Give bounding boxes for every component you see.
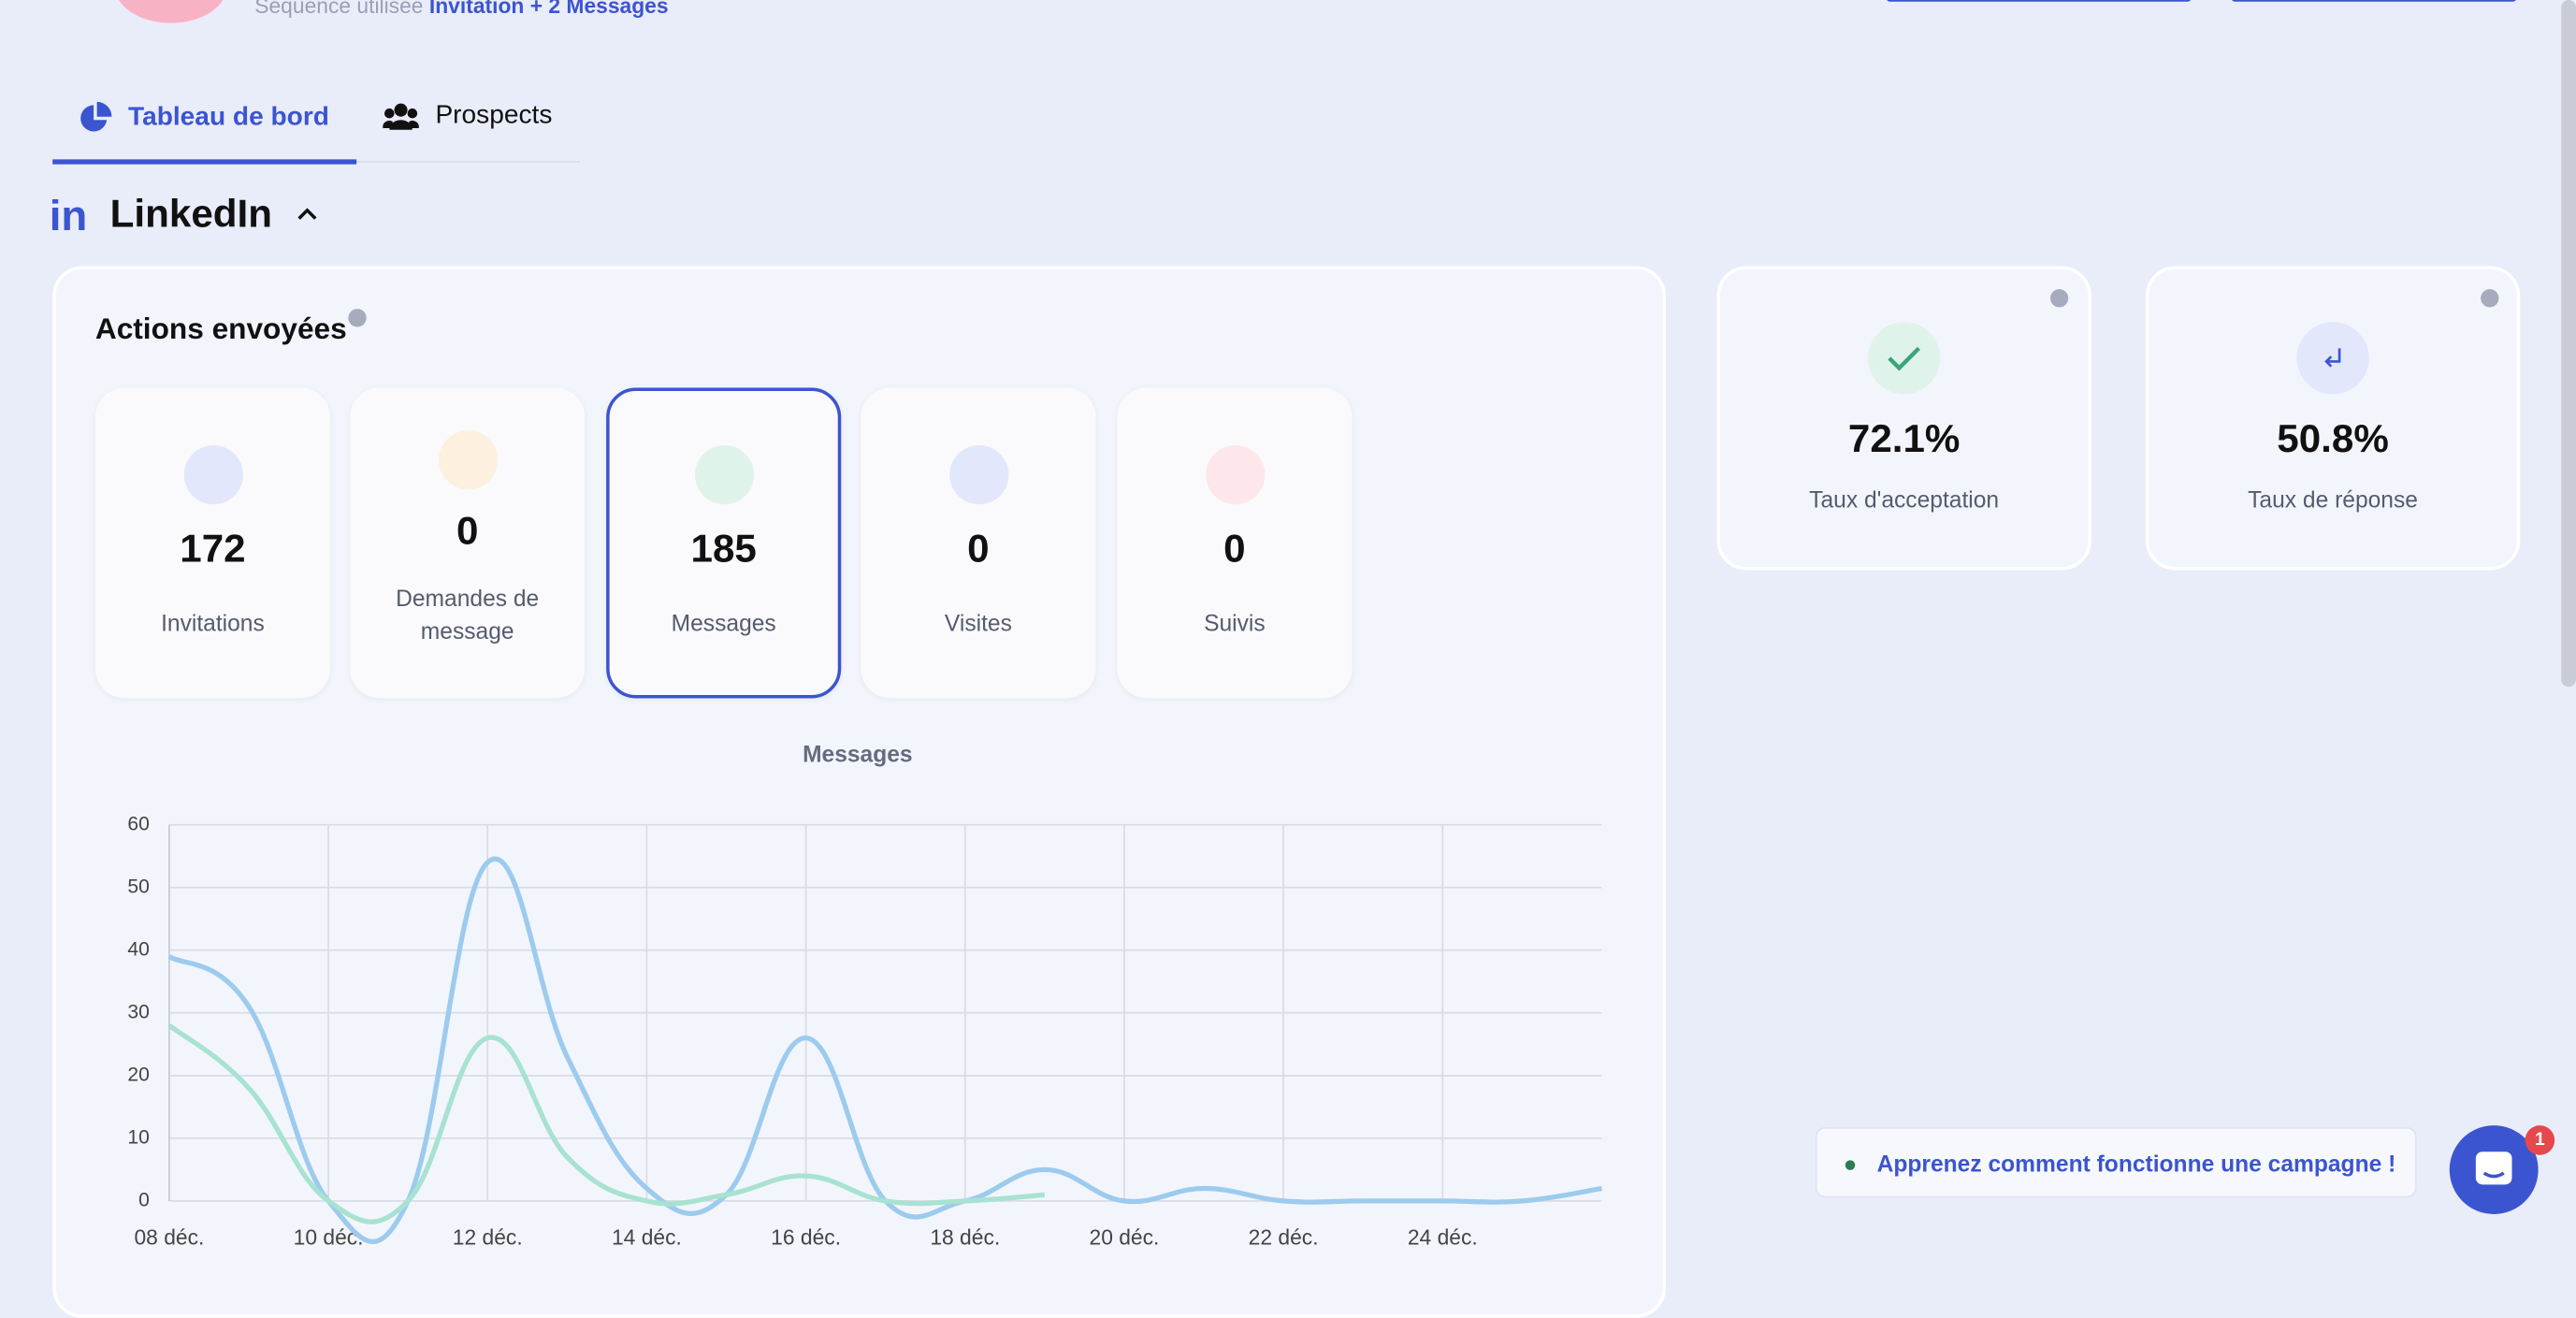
icon [80,101,112,132]
chart-title: Messages [803,742,913,767]
series-line [167,1023,1046,1224]
info-icon[interactable] [2049,289,2069,308]
stat-value: 0 [967,527,990,572]
info-icon[interactable] [348,309,367,327]
series-line [167,856,1602,1244]
tab[interactable]: Prospects [383,102,552,132]
stat-label: Demandes de message [396,585,540,645]
section-title: LinkedIn [109,192,272,237]
stat-label: Visites [944,609,1012,636]
linkedin-logo: in [49,190,88,240]
x-tick-label: 24 déc. [1408,1224,1478,1249]
rate-value: 72.1% [1847,417,1961,462]
collapse-icon[interactable] [296,204,319,224]
page: Séquence utilisée Invitation + 2 Message… [49,0,2576,1318]
stat-label: Messages [671,609,776,636]
tab-label: Prospects [435,101,553,130]
icon [2296,322,2369,395]
icon [438,430,498,490]
rate-card: 72.1% Taux d'acceptation [1716,266,2091,571]
icon [948,444,1008,505]
help-text: Apprenez comment fonctionne une campagne… [1876,1149,2396,1176]
x-tick-label: 18 déc. [930,1224,1000,1249]
y-tick-label: 40 [127,938,149,960]
x-tick-label: 22 déc. [1249,1224,1319,1249]
sequence-value: Invitation + 2 Messages [428,0,669,19]
app: Séquence utilisée Invitation + 2 Message… [49,0,2576,1318]
info-icon[interactable] [2481,289,2499,308]
stat-value: 0 [1223,527,1246,572]
scrollbar[interactable] [2561,0,2576,688]
tab-indicator [52,159,357,165]
stat-card[interactable]: 0 Visites [861,387,1096,699]
x-tick-label: 08 déc. [134,1224,204,1249]
rate-value: 50.8% [2277,417,2389,462]
icon [694,444,754,505]
x-tick-label: 16 déc. [771,1224,841,1249]
stat-value: 0 [456,509,479,554]
y-tick-label: 50 [127,876,149,897]
icon [1868,322,1941,395]
x-tick-label: 14 déc. [612,1224,682,1249]
icon [1205,444,1265,505]
button[interactable] [1886,0,2192,2]
y-tick-label: 10 [127,1126,149,1148]
tab-label: Tableau de bord [127,103,329,132]
stat-value: 172 [180,527,246,572]
x-tick-label: 20 déc. [1090,1224,1160,1249]
stat-card[interactable]: 185 Messages [606,387,842,699]
button[interactable] [2231,0,2517,2]
rate-card: 50.8% Taux de réponse [2145,266,2521,571]
avatar [114,0,227,23]
sequence-label: Séquence utilisée [254,0,424,19]
y-tick-label: 20 [127,1064,149,1085]
stat-label: Invitations [161,609,265,636]
sequence: Séquence utilisée Invitation + 2 Message… [254,0,668,18]
stat-card[interactable]: 0 Suivis [1117,387,1353,699]
y-tick-label: 0 [138,1189,150,1210]
icon [182,444,243,505]
badge: 1 [2525,1125,2555,1155]
stat-card[interactable]: 172 Invitations [94,387,331,699]
y-tick-label: 30 [127,1001,149,1022]
stat-value: 185 [690,527,757,572]
rate-label: Taux de réponse [2248,485,2418,513]
rate-label: Taux d'acceptation [1809,485,2000,513]
y-tick-label: 60 [127,813,149,834]
actions-title: Actions envoyées [94,311,347,345]
icon [383,103,419,130]
help-banner[interactable]: ● Apprenez comment fonctionne une campagn… [1815,1126,2417,1198]
x-tick-label: 12 déc. [453,1224,523,1249]
stat-label: Suivis [1204,609,1266,636]
chat-button[interactable] [2449,1125,2539,1214]
tab[interactable]: Tableau de bord [79,101,329,135]
stat-card[interactable]: 0 Demandes de message [350,387,586,699]
icon: ● [1843,1149,1858,1176]
